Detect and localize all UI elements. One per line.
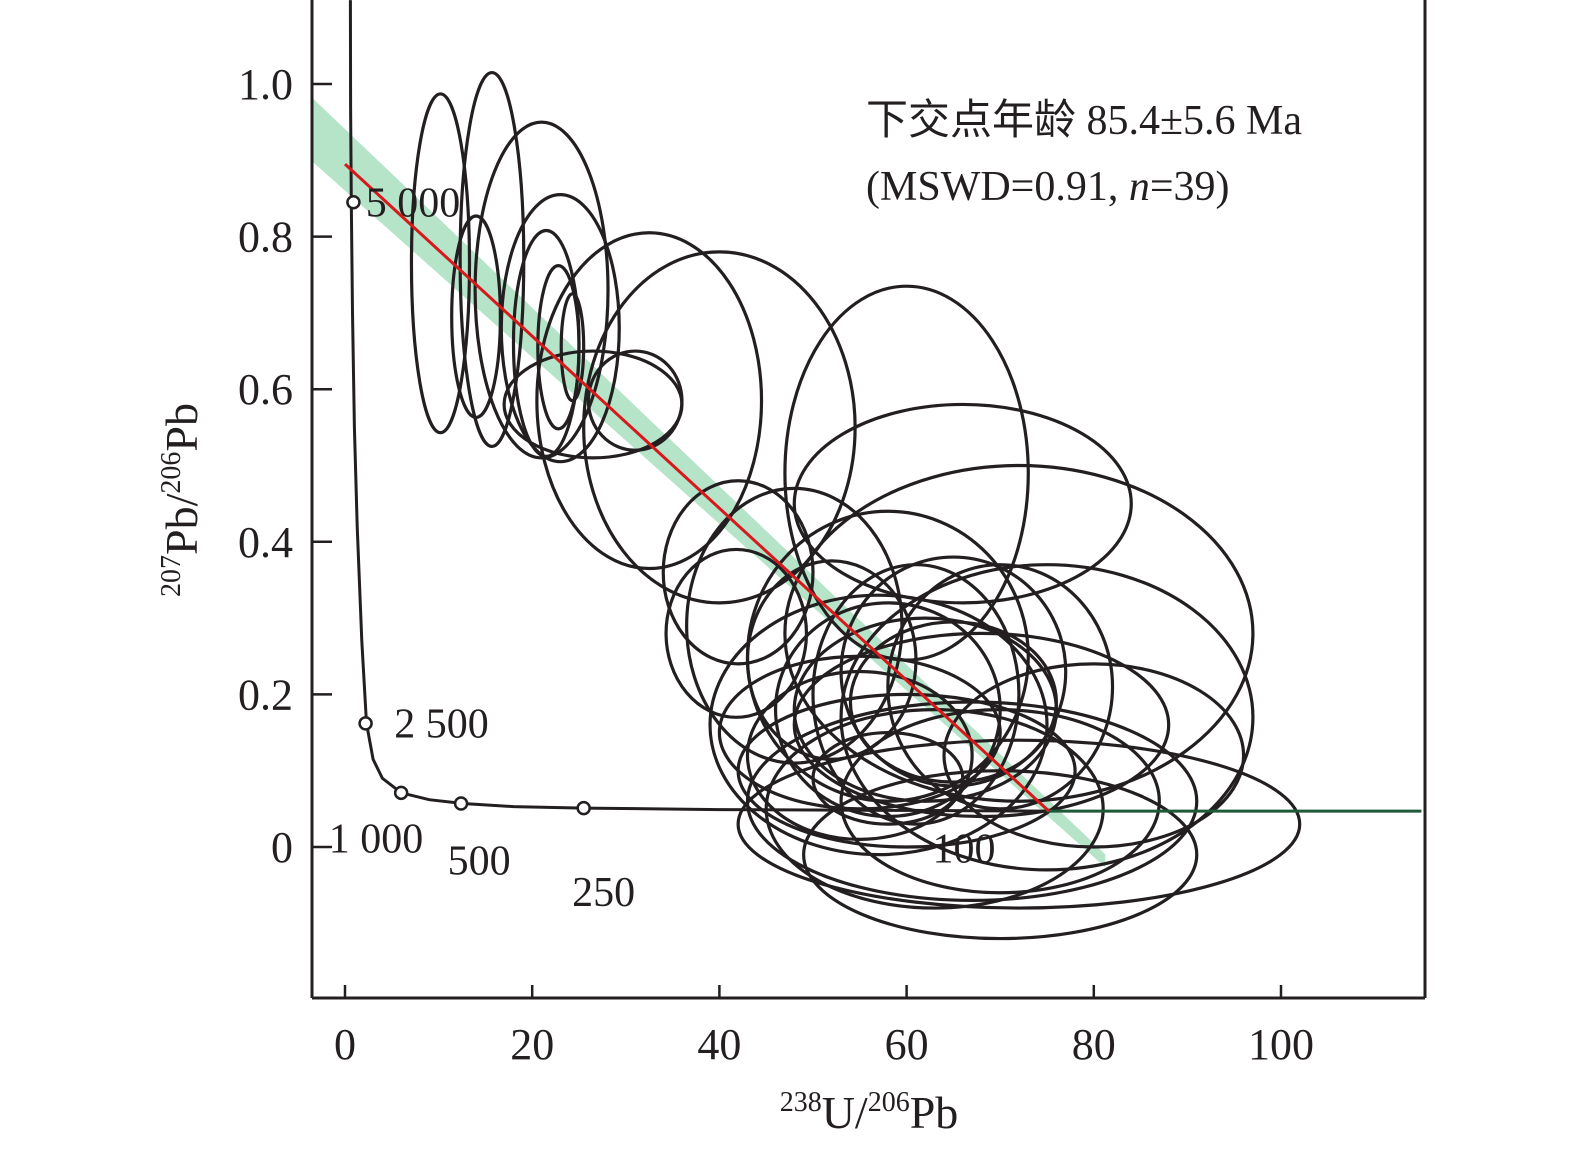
x-tick-label-20: 20 — [510, 1020, 554, 1069]
regression-line — [343, 163, 1050, 813]
x-axis-title: 238U/206Pb — [780, 1087, 959, 1138]
regression-error-band — [312, 97, 1106, 868]
error-ellipse-19 — [745, 509, 1030, 803]
age-marker-1000 — [393, 785, 409, 801]
age-label-2500: 2 500 — [394, 701, 489, 747]
annotation-n: n — [1129, 164, 1150, 210]
x-tick-label-0: 0 — [334, 1020, 356, 1069]
age-marker-500 — [453, 796, 469, 811]
concordia-curve — [348, 0, 1048, 813]
age-label-5000: 5 000 — [366, 180, 461, 226]
error-ellipse-7 — [536, 263, 581, 431]
y-axis-title-sup2: 206 — [156, 452, 187, 494]
x-axis-title-main1: U/ — [822, 1087, 868, 1138]
error-ellipse-37 — [811, 563, 1021, 826]
error-ellipse-5 — [499, 193, 621, 464]
error-ellipse-15 — [661, 479, 815, 666]
y-axis-title-main2: Pb — [156, 403, 207, 452]
x-tick-label-100: 100 — [1248, 1020, 1314, 1069]
x-tick-label-60: 60 — [885, 1020, 929, 1069]
x-axis-title-sup1: 238 — [780, 1087, 822, 1118]
y-tick-label-1.0: 1.0 — [238, 60, 293, 109]
age-annotation-line2: (MSWD=0.91, n=39) — [866, 164, 1230, 210]
y-tick-label-0.6: 0.6 — [238, 365, 293, 414]
error-ellipse-29 — [736, 692, 1077, 849]
annotation-suffix: =39) — [1150, 164, 1230, 210]
error-ellipse-4 — [473, 120, 610, 460]
annotation-prefix: (MSWD=0.91, — [866, 164, 1129, 210]
error-ellipse-16 — [664, 547, 809, 719]
error-ellipse-38 — [773, 601, 1002, 819]
y-tick-label-0.8: 0.8 — [238, 213, 293, 262]
error-ellipse-39 — [942, 662, 1246, 849]
age-label-1000: 1 000 — [329, 817, 424, 863]
age-label-500: 500 — [448, 839, 511, 885]
age-label-250: 250 — [572, 870, 635, 916]
y-tick-label-0.4: 0.4 — [238, 518, 293, 567]
error-ellipse-34 — [736, 738, 1302, 910]
x-tick-label-80: 80 — [1072, 1020, 1116, 1069]
x-tick-label-40: 40 — [697, 1020, 741, 1069]
error-ellipse-22 — [708, 593, 1049, 857]
error-ellipse-20 — [783, 463, 1255, 803]
y-tick-label-0.2: 0.2 — [238, 670, 293, 719]
y-axis-title-main1: Pb/ — [156, 493, 207, 555]
x-axis-title-main2: Pb — [910, 1087, 959, 1138]
y-tick-label-0: 0 — [271, 823, 293, 872]
age-annotation-line1: 下交点年龄 85.4±5.6 Ma — [866, 97, 1302, 144]
error-ellipse-31 — [811, 730, 965, 826]
age-label-100: 100 — [933, 827, 996, 873]
error-ellipse-28 — [839, 563, 1255, 872]
y-axis-title: 207Pb/206Pb — [156, 403, 207, 597]
age-marker-2500 — [358, 716, 373, 731]
error-ellipse-30 — [745, 669, 974, 841]
error-ellipse-26 — [886, 563, 1115, 811]
x-axis-title-sup2: 206 — [868, 1087, 910, 1118]
age-marker-250 — [576, 800, 591, 816]
age-marker-5000 — [346, 195, 361, 210]
y-axis-title-sup1: 207 — [156, 555, 187, 597]
error-ellipse-10 — [586, 349, 684, 452]
error-ellipse-11 — [535, 231, 764, 571]
error-ellipse-8 — [559, 292, 586, 403]
error-ellipse-1 — [409, 92, 472, 435]
error-ellipse-14 — [792, 402, 1133, 605]
